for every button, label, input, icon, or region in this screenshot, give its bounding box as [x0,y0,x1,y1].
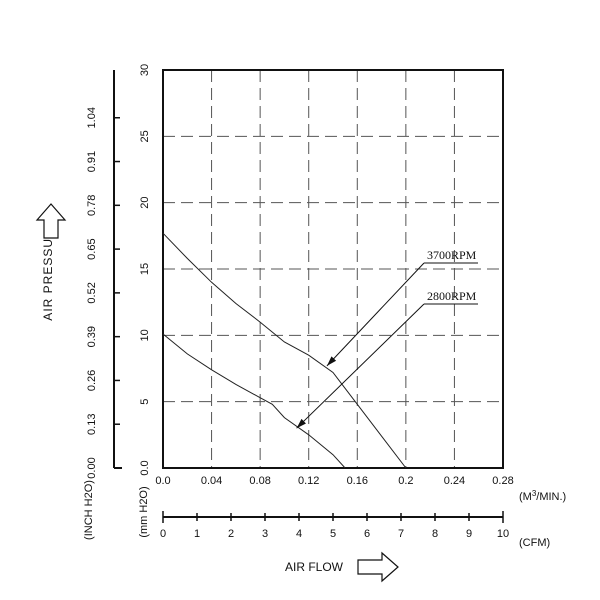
y-unit-mm-label: (mm H2O) [138,486,150,537]
annotation-leader-2800rpm [296,303,425,429]
annotations: 3700RPM 2800RPM [296,248,478,429]
up-arrow-icon [35,203,67,239]
cfm-tick-label: 2 [228,528,234,540]
inch-tick-label: 0.65 [86,238,98,259]
annotation-label-3700rpm: 3700RPM [427,248,477,262]
cfm-tick-label: 4 [296,528,302,540]
x-tick-label: 0.2 [398,475,413,487]
x-tick-label: 0.08 [249,475,270,487]
x-axis-label: AIR FLOW [285,560,344,574]
x-tick-label: 0.28 [492,475,513,487]
cfm-tick-label: 10 [497,528,509,540]
inch-tick-label: 0.39 [86,326,98,347]
cfm-tick-label: 1 [194,528,200,540]
annotation-leader-3700rpm [326,262,425,367]
cfm-tick-label: 3 [262,528,268,540]
right-arrow-icon [357,551,399,583]
y-tick-label: 5 [139,399,151,405]
inch-tick-label: 0.78 [86,195,98,216]
x-tick-label: 0.12 [298,475,319,487]
grid-lines [163,70,503,468]
y-tick-label: 25 [139,130,151,142]
y-tick-label: 15 [139,263,151,275]
annotation-arrowhead-3700rpm [326,356,337,366]
inch-tick-label: 0.13 [86,414,98,435]
x-tick-label: 0.04 [201,475,222,487]
annotation-arrowhead-2800rpm [296,418,306,429]
x-tick-label: 0.16 [347,475,368,487]
y-tick-label: 30 [139,64,151,76]
cfm-tick-label: 0 [160,528,166,540]
axes: 0.0 0.04 0.08 0.12 0.16 0.2 0.24 0.280.05101520… [86,64,514,540]
x-tick-label: 0.24 [444,475,465,487]
inch-tick-label: 0.91 [86,151,98,172]
y-unit-inch-label: (INCH H2O) [83,480,95,540]
y-tick-label: 10 [139,329,151,341]
y-axis-label: AIR PRESSURE [41,219,55,320]
inch-tick-label: 0.52 [86,282,98,303]
cfm-tick-label: 9 [466,528,472,540]
inch-tick-label: 0.26 [86,370,98,391]
annotation-label-2800rpm: 2800RPM [427,289,477,303]
y-tick-label: 20 [139,197,151,209]
inch-tick-label: 0.00 [86,457,98,478]
cfm-tick-label: 5 [330,528,336,540]
x-unit-cfm-label: (CFM) [519,537,550,549]
cfm-tick-label: 6 [364,528,370,540]
series-lines [162,232,407,469]
cfm-tick-label: 8 [432,528,438,540]
series-line-2800rpm [162,333,346,469]
x-tick-label: 0.0 [155,475,170,487]
x-unit-m3-label: (M3/MIN.) [519,489,566,503]
series-line-3700rpm [162,232,407,469]
plot-frame [162,69,504,469]
y-tick-label: 0.0 [139,460,151,475]
inch-tick-label: 1.04 [86,107,98,128]
cfm-tick-label: 7 [398,528,404,540]
